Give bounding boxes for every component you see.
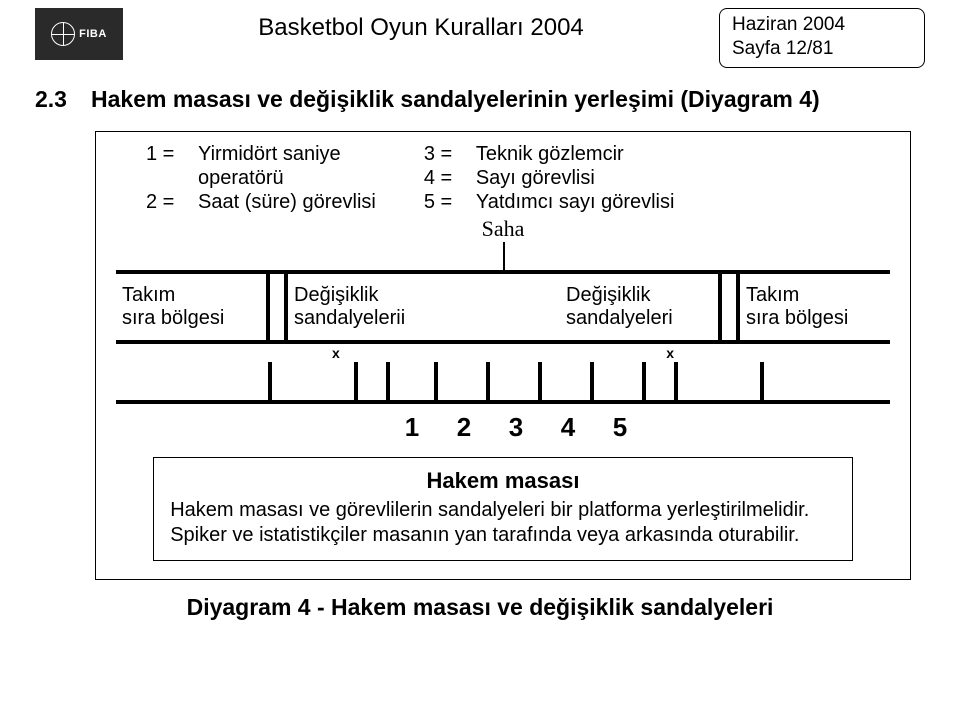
official-seat-3 [490,362,542,404]
legend-value: Sayı görevlisi [476,166,595,190]
seat-number: 4 [542,412,594,443]
legend-key: 2 = [146,190,188,214]
description-body: Hakem masası ve görevlilerin sandalyeler… [170,498,836,548]
legend-key: 4 = [424,166,466,190]
seat-number: 3 [490,412,542,443]
official-seat-5 [594,362,646,404]
zone-sub-right: Değişiklik sandalyeleri [560,274,718,340]
x-mark-right: x [666,346,674,360]
official-seat-4 [542,362,594,404]
legend-value: operatörü [198,166,284,190]
zone-line: sıra bölgesi [122,307,260,330]
legend-right-col: 3 = Teknik gözlemcir 4 = Sayı görevlisi 5 … [424,142,675,214]
saha-connector [116,242,890,270]
logo-text: FIBA [79,28,107,40]
zone-line: Değişiklik [294,284,440,307]
zone-sub-left: Değişiklik sandalyelerii [288,274,446,340]
header-page-number: Sayfa 12/81 [732,37,912,61]
description-box: Hakem masası Hakem masası ve görevlileri… [153,457,853,561]
legend-key: 3 = [424,142,466,166]
legend-value: Yirmidört saniye [198,142,341,166]
diagram-frame: 1 = Yirmidört saniye operatörü 2 = Saat (s… [95,131,911,580]
section-number: 2.3 [35,86,91,113]
globe-icon [51,22,75,46]
zone-line: Takım [746,284,884,307]
x-mark-left: x [332,346,340,360]
page-header: FIBA Basketbol Oyun Kuralları 2004 Hazir… [35,8,925,68]
official-seat-1 [386,362,438,404]
sub-chair-box-right [674,362,764,404]
legend-key [146,166,188,190]
seat-number: 1 [386,412,438,443]
section-heading: 2.3Hakem masası ve değişiklik sandalyele… [35,86,925,113]
legend-value: Yatdımcı sayı görevlisi [476,190,675,214]
x-marker-row: x x [116,344,890,362]
diagram-caption: Diyagram 4 - Hakem masası ve değişiklik … [35,594,925,621]
zone-team-right: Takım sıra bölgesi [740,274,890,340]
legend-value: Saat (süre) görevlisi [198,190,376,214]
header-date: Haziran 2004 [732,13,912,37]
legend: 1 = Yirmidört saniye operatörü 2 = Saat (s… [116,142,890,214]
description-title: Hakem masası [170,468,836,494]
zone-line: sıra bölgesi [746,307,884,330]
zone-line: Değişiklik [566,284,712,307]
seat-number: 2 [438,412,490,443]
sub-chair-box-left [268,362,358,404]
seat-row [116,362,890,404]
seat-number: 5 [594,412,646,443]
page: FIBA Basketbol Oyun Kuralları 2004 Hazir… [0,0,960,726]
legend-key: 1 = [146,142,188,166]
zone-label-bar: Takım sıra bölgesi Değişiklik sandalyele… [116,270,890,344]
zone-line: sandalyeleri [566,307,712,330]
section-title-text: Hakem masası ve değişiklik sandalyelerin… [91,86,820,112]
zone-team-left: Takım sıra bölgesi [116,274,266,340]
saha-label: Saha [116,216,890,242]
seat-number-row: 1 2 3 4 5 [116,412,890,443]
legend-key: 5 = [424,190,466,214]
fiba-logo: FIBA [35,8,123,60]
document-title: Basketbol Oyun Kuralları 2004 [123,8,719,42]
legend-value: Teknik gözlemcir [476,142,624,166]
official-seat-2 [438,362,490,404]
zone-line: sandalyelerii [294,307,440,330]
zone-line: Takım [122,284,260,307]
header-meta-box: Haziran 2004 Sayfa 12/81 [719,8,925,68]
legend-left-col: 1 = Yirmidört saniye operatörü 2 = Saat (s… [146,142,376,214]
